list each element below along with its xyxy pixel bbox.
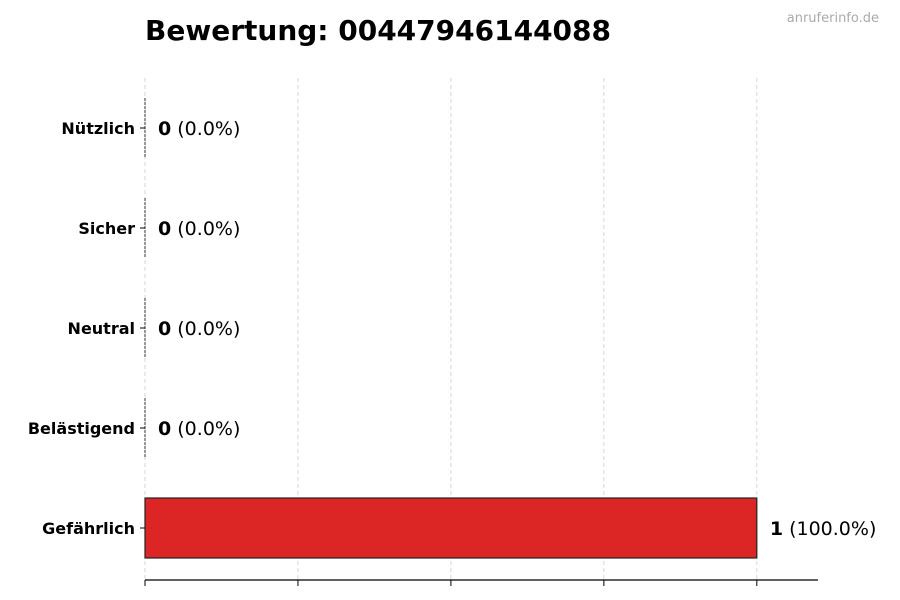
value-percent: (100.0%): [783, 518, 876, 540]
bar: [144, 497, 758, 559]
category-label: Belästigend: [28, 419, 135, 438]
value-label: 1 (100.0%): [770, 518, 877, 540]
value-label: 0 (0.0%): [158, 218, 240, 240]
value-count: 0: [158, 318, 171, 340]
category-label: Sicher: [78, 219, 135, 238]
value-percent: (0.0%): [171, 118, 240, 140]
value-count: 0: [158, 418, 171, 440]
category-label: Nützlich: [61, 119, 135, 138]
category-label: Gefährlich: [42, 519, 135, 538]
category-label: Neutral: [68, 319, 135, 338]
value-percent: (0.0%): [171, 418, 240, 440]
value-percent: (0.0%): [171, 318, 240, 340]
chart-title: Bewertung: 00447946144088: [145, 14, 611, 47]
value-label: 0 (0.0%): [158, 118, 240, 140]
value-label: 0 (0.0%): [158, 318, 240, 340]
watermark: anruferinfo.de: [787, 11, 879, 26]
value-count: 0: [158, 218, 171, 240]
value-label: 0 (0.0%): [158, 418, 240, 440]
value-count: 0: [158, 118, 171, 140]
value-percent: (0.0%): [171, 218, 240, 240]
value-count: 1: [770, 518, 783, 540]
